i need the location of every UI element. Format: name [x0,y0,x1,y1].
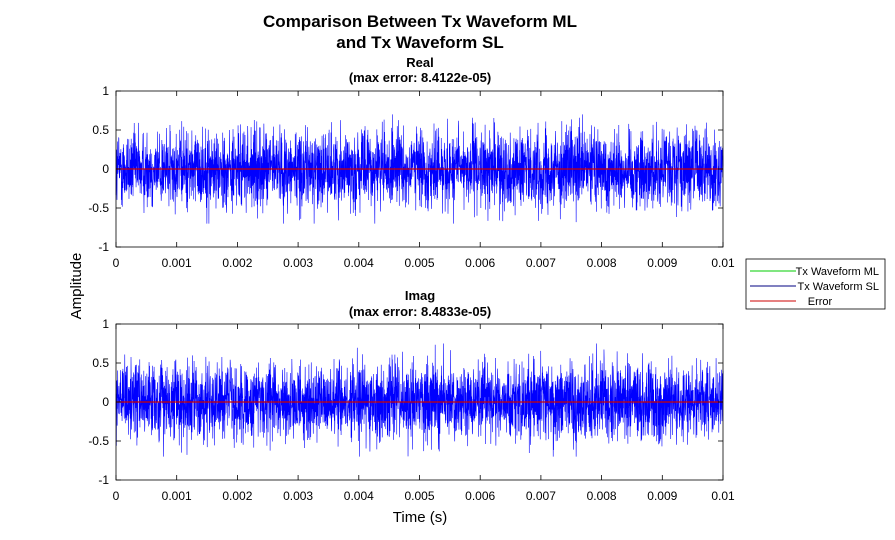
x-tick-label: 0.009 [647,256,677,270]
x-tick-label: 0.01 [711,489,735,503]
x-tick-label: 0.008 [587,256,617,270]
x-tick-label: 0.006 [465,256,495,270]
axes-real: 0 0.001 0.002 0.003 0.004 0.005 0.006 0.007 0.00… [88,84,735,270]
x-tick-label: 0.01 [711,256,735,270]
x-tick-label: 0.004 [344,256,374,270]
y-tick-label: -1 [98,473,109,487]
legend-label-ml: Tx Waveform ML [796,266,879,278]
axes-imag: 0 0.001 0.002 0.003 0.004 0.005 0.006 0.007 0.00… [88,317,735,503]
x-tick-label: 0.001 [162,489,192,503]
subplot-imag-subtitle: (max error: 8.4833e-05) [349,304,491,319]
y-tick-label: 0.5 [92,123,109,137]
x-tick-label: 0.004 [344,489,374,503]
y-tick-label: -0.5 [88,201,109,215]
y-tick-label: -0.5 [88,434,109,448]
x-tick-label: 0.005 [404,489,434,503]
legend: Tx Waveform ML Tx Waveform SL Error [745,258,886,310]
y-axis-label: Amplitude [68,253,85,320]
x-tick-label: 0.003 [283,256,313,270]
y-tick-label: 0 [102,162,109,176]
figure-title-line1: Comparison Between Tx Waveform ML [263,12,577,31]
x-tick-label: 0.007 [526,489,556,503]
y-tick-label: 1 [102,317,109,331]
legend-label-error: Error [808,296,833,308]
figure-title-line2: and Tx Waveform SL [336,33,504,52]
x-tick-label: 0.008 [587,489,617,503]
subplot-real-subtitle: (max error: 8.4122e-05) [349,70,491,85]
x-tick-label: 0.002 [222,256,252,270]
y-tick-label: 0.5 [92,356,109,370]
x-tick-label: 0.001 [162,256,192,270]
x-tick-label: 0.003 [283,489,313,503]
x-tick-label: 0 [113,489,120,503]
subplot-real-title: Real [406,55,433,70]
series-tx-waveform-sl [115,343,724,457]
x-tick-label: 0.007 [526,256,556,270]
x-tick-label: 0.009 [647,489,677,503]
y-tick-label: 1 [102,84,109,98]
subplot-imag-title: Imag [405,288,435,303]
y-tick-label: 0 [102,395,109,409]
x-axis-label: Time (s) [393,509,447,526]
y-tick-label: -1 [98,240,109,254]
legend-label-sl: Tx Waveform SL [798,281,880,293]
x-tick-label: 0.006 [465,489,495,503]
series-tx-waveform-sl [115,114,724,224]
x-tick-label: 0.005 [404,256,434,270]
x-tick-label: 0.002 [222,489,252,503]
x-tick-label: 0 [113,256,120,270]
